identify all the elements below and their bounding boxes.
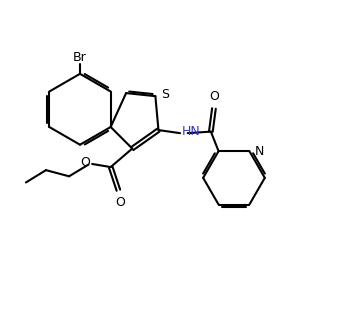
Text: O: O	[115, 196, 125, 209]
Text: O: O	[209, 90, 219, 103]
Text: Br: Br	[73, 51, 87, 64]
Text: N: N	[254, 145, 264, 158]
Text: O: O	[80, 156, 90, 169]
Text: HN: HN	[182, 125, 200, 138]
Text: S: S	[161, 88, 169, 101]
